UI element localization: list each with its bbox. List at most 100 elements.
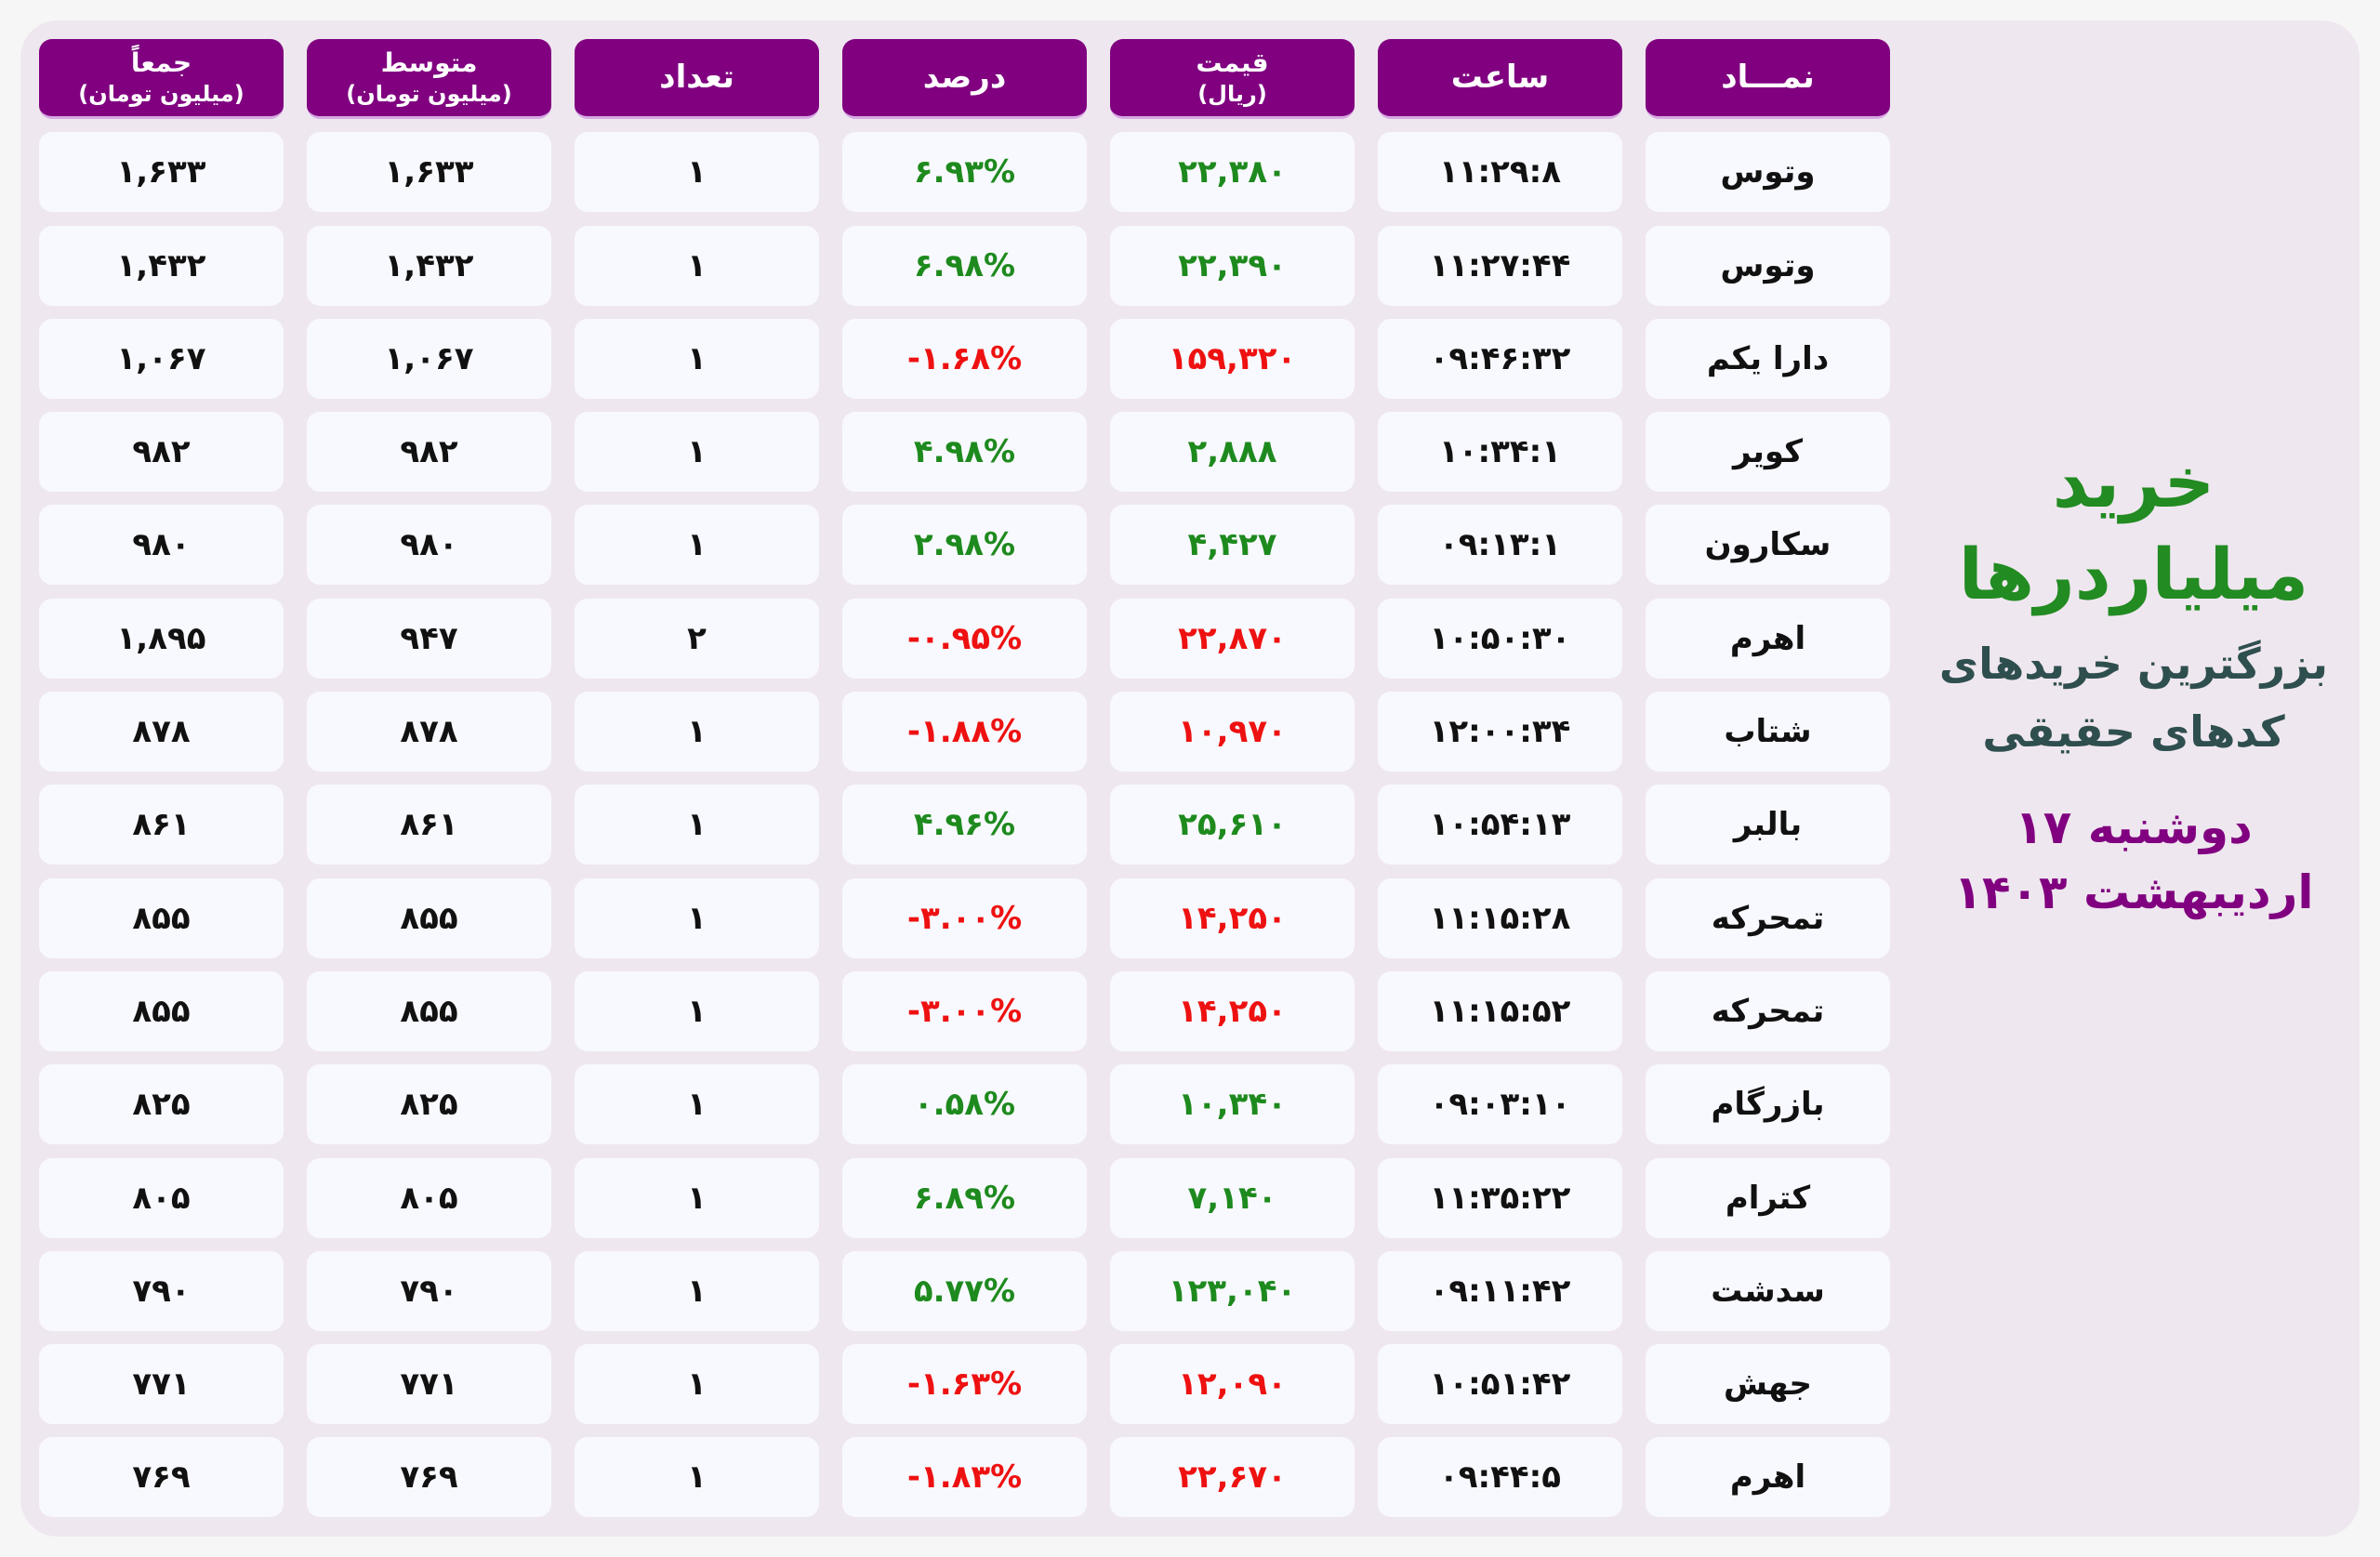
table-cell-total: ۸۵۵	[39, 877, 284, 958]
percent-value: ۰.۵۸%	[913, 1086, 1016, 1124]
average-value: ۹۴۷	[400, 619, 458, 657]
table-cell-percent: ۴.۹۶%	[842, 785, 1087, 865]
total-value: ۸۵۵	[132, 899, 191, 937]
total-value: ۷۷۱	[132, 1366, 191, 1404]
total-value: ۱,۶۳۳	[116, 153, 206, 191]
table-cell-total: ۱,۸۹۵	[39, 598, 284, 679]
table-cell-percent: -۱.۶۸%	[842, 318, 1087, 399]
symbol-value: تمحرکه	[1711, 899, 1825, 937]
price-value: ۲,۸۸۸	[1187, 433, 1277, 471]
table-cell-average: ۷۹۰	[307, 1250, 551, 1331]
table-cell-symbol: جهش	[1646, 1344, 1890, 1425]
title-block: خرید میلیاردرها بزرگترین خریدهای کدهای ح…	[1901, 437, 2366, 925]
table-cell-count: ۱	[575, 132, 819, 213]
count-value: ۱	[687, 1272, 707, 1310]
table-cell-symbol: سدشت	[1646, 1250, 1890, 1331]
table-cell-symbol: بالبر	[1646, 785, 1890, 865]
time-value: ۱۰:۵۰:۳۰	[1429, 619, 1571, 657]
price-value: ۴,۴۲۷	[1187, 526, 1277, 564]
table-cell-average: ۹۸۲	[307, 412, 551, 493]
average-value: ۸۰۵	[400, 1179, 458, 1217]
column-header-unit: (میلیون تومان)	[346, 80, 512, 107]
table-cell-time: ۰۹:۰۳:۱۰	[1378, 1064, 1622, 1145]
table-cell-percent: ۰.۵۸%	[842, 1064, 1087, 1145]
table-cell-total: ۸۲۵	[39, 1064, 284, 1145]
symbol-value: وتوس	[1720, 246, 1816, 284]
table-cell-count: ۱	[575, 225, 819, 306]
column-header-total: جمعاً (میلیون تومان)	[39, 39, 284, 119]
table-cell-price: ۲,۸۸۸	[1110, 412, 1355, 493]
table-cell-price: ۱۰,۳۴۰	[1110, 1064, 1355, 1145]
table-cell-time: ۱۲:۰۰:۳۴	[1378, 692, 1622, 772]
table-cell-count: ۲	[575, 598, 819, 679]
table-cell-time: ۱۱:۲۷:۴۴	[1378, 225, 1622, 306]
average-value: ۷۷۱	[400, 1366, 458, 1404]
column-header-symbol: نمـــاد	[1646, 39, 1890, 119]
table-cell-price: ۱۴,۲۵۰	[1110, 877, 1355, 958]
table-cell-time: ۰۹:۴۴:۵	[1378, 1437, 1622, 1518]
price-value: ۱۰,۳۴۰	[1178, 1086, 1287, 1124]
table-cell-price: ۲۲,۶۷۰	[1110, 1437, 1355, 1518]
time-value: ۱۲:۰۰:۳۴	[1429, 713, 1571, 751]
time-value: ۱۱:۱۵:۲۸	[1429, 899, 1571, 937]
time-value: ۰۹:۰۳:۱۰	[1429, 1086, 1571, 1124]
table-cell-total: ۸۵۵	[39, 970, 284, 1051]
average-value: ۱,۶۳۳	[384, 153, 474, 191]
total-value: ۸۶۱	[132, 806, 191, 844]
percent-value: -۱.۶۳%	[906, 1366, 1023, 1404]
symbol-value: سدشت	[1711, 1272, 1825, 1310]
total-value: ۹۸۰	[132, 526, 191, 564]
table-cell-percent: ۶.۸۹%	[842, 1157, 1087, 1238]
count-value: ۱	[687, 339, 707, 377]
symbol-value: جهش	[1724, 1366, 1813, 1404]
table-cell-average: ۸۰۵	[307, 1157, 551, 1238]
percent-value: -۳.۰۰%	[906, 899, 1023, 937]
time-value: ۱۱:۲۷:۴۴	[1429, 246, 1571, 284]
page-title: خرید میلیاردرها	[1958, 441, 2309, 615]
time-value: ۰۹:۱۱:۴۲	[1429, 1272, 1571, 1310]
time-value: ۰۹:۴۴:۵	[1439, 1458, 1561, 1497]
price-value: ۲۲,۸۷۰	[1178, 619, 1287, 657]
table-cell-total: ۷۷۱	[39, 1344, 284, 1425]
average-value: ۸۷۸	[400, 713, 458, 751]
table-cell-percent: -۱.۸۳%	[842, 1437, 1087, 1518]
table-cell-price: ۲۲,۳۹۰	[1110, 225, 1355, 306]
price-value: ۱۰,۹۷۰	[1178, 713, 1287, 751]
table-cell-percent: -۳.۰۰%	[842, 970, 1087, 1051]
percent-value: -۱.۶۸%	[906, 339, 1023, 377]
table-cell-symbol: اهرم	[1646, 598, 1890, 679]
symbol-value: اهرم	[1729, 619, 1806, 657]
total-value: ۷۹۰	[132, 1272, 191, 1310]
table-cell-symbol: کترام	[1646, 1157, 1890, 1238]
table-cell-count: ۱	[575, 970, 819, 1051]
symbol-value: دارا یکم	[1706, 339, 1830, 377]
table-cell-count: ۱	[575, 1344, 819, 1425]
table-cell-average: ۸۵۵	[307, 970, 551, 1051]
percent-value: -۰.۹۵%	[906, 619, 1023, 657]
table-cell-time: ۱۰:۵۱:۴۲	[1378, 1344, 1622, 1425]
average-value: ۱,۰۶۷	[384, 339, 474, 377]
average-value: ۸۲۵	[400, 1086, 458, 1124]
total-value: ۸۵۵	[132, 992, 191, 1030]
percent-value: -۳.۰۰%	[906, 992, 1023, 1030]
table-cell-count: ۱	[575, 1064, 819, 1145]
percent-value: ۵.۷۷%	[913, 1272, 1016, 1310]
column-header-unit: (میلیون تومان)	[78, 80, 245, 107]
table-cell-time: ۱۰:۵۰:۳۰	[1378, 598, 1622, 679]
total-value: ۹۸۲	[132, 433, 191, 471]
price-value: ۱۲۳,۰۴۰	[1168, 1272, 1297, 1310]
subtitle-line-1: بزرگترین خریدهای	[1938, 638, 2329, 689]
table-cell-total: ۸۶۱	[39, 785, 284, 865]
time-value: ۱۱:۱۵:۵۲	[1429, 992, 1571, 1030]
count-value: ۱	[687, 992, 707, 1030]
table-cell-price: ۱۵۹,۳۲۰	[1110, 318, 1355, 399]
table-cell-count: ۱	[575, 1157, 819, 1238]
price-value: ۷,۱۴۰	[1187, 1179, 1277, 1217]
column-header-label: قیمت	[1196, 47, 1269, 79]
table-cell-percent: ۲.۹۸%	[842, 505, 1087, 586]
price-value: ۱۵۹,۳۲۰	[1168, 339, 1297, 377]
symbol-value: بالبر	[1733, 806, 1803, 844]
symbol-value: اهرم	[1729, 1458, 1806, 1497]
subtitle-line-2: کدهای حقیقی	[1982, 706, 2285, 758]
time-value: ۱۱:۳۵:۲۲	[1429, 1179, 1571, 1217]
